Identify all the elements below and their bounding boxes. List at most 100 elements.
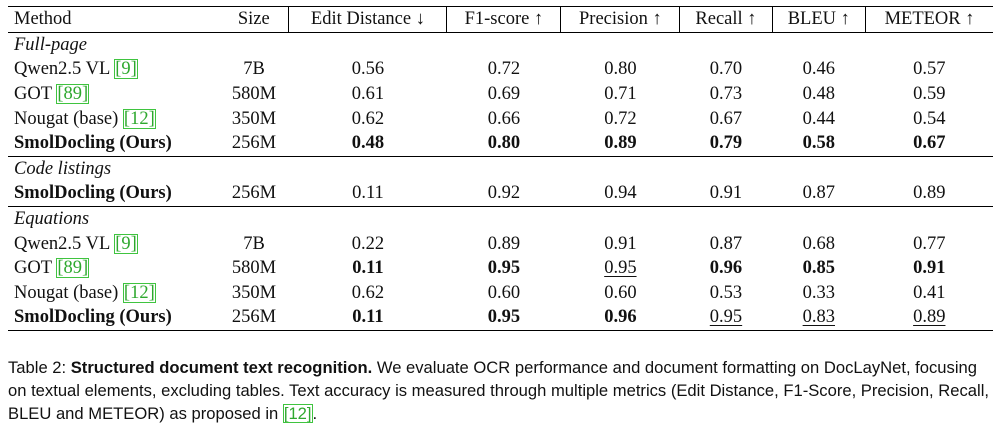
size-cell: 350M: [231, 282, 277, 303]
meteor-value: 0.54: [913, 108, 946, 129]
recall-value: 0.96: [709, 258, 743, 279]
column-header-bleu: BLEU ↑: [771, 6, 866, 33]
method-name: Qwen2.5 VL: [14, 233, 110, 254]
f1-score-value: 0.95: [487, 258, 521, 279]
edit-distance-value: 0.11: [352, 307, 384, 328]
recall-value: 0.70: [709, 59, 743, 80]
section-label: Full-page: [14, 34, 87, 55]
recall-value: 0.67: [709, 108, 743, 129]
caption-prefix: Table 2:: [8, 358, 71, 377]
precision-value: 0.80: [604, 59, 637, 80]
method-cell: Qwen2.5 VL [9]: [8, 57, 219, 82]
edit-distance-value: 0.22: [351, 233, 385, 254]
caption-lead: Structured document text recognition.: [70, 358, 373, 377]
f1-score-value: 0.92: [487, 183, 521, 204]
f1-score-value: 0.66: [487, 108, 521, 129]
method-name: SmolDocling (Ours): [14, 307, 172, 328]
section-label: Equations: [14, 209, 90, 230]
edit-distance-value: 0.11: [352, 258, 384, 279]
f1-score-value: 0.72: [487, 59, 521, 80]
method-cell: Qwen2.5 VL [9]: [8, 231, 219, 256]
method-cell: GOT [89]: [8, 256, 219, 281]
table-row: GOT [89] 580M 0.61 0.69 0.71 0.73 0.48 0.59: [8, 82, 993, 107]
column-header-edit-distance: Edit Distance ↓: [288, 6, 447, 33]
table-row: Qwen2.5 VL [9] 7B 0.56 0.72 0.80 0.70 0.46 0.57: [8, 57, 993, 82]
citation-link[interactable]: [12]: [122, 282, 156, 303]
bleu-value: 0.85: [802, 258, 835, 279]
edit-distance-value: 0.62: [351, 282, 385, 303]
edit-distance-value: 0.48: [351, 133, 385, 154]
section-label-row: Equations: [8, 206, 993, 231]
table-row: SmolDocling (Ours) 256M 0.11 0.95 0.96 0.95 0.…: [8, 305, 993, 331]
size-cell: 256M: [231, 133, 277, 154]
meteor-value: 0.77: [913, 233, 946, 254]
section-label-row: Full-page: [8, 32, 993, 57]
method-name: Qwen2.5 VL: [14, 59, 110, 80]
method-name: Nougat (base): [14, 282, 119, 303]
table-header: Method Size Edit Distance ↓ F1-score ↑ Preci…: [8, 6, 993, 33]
method-name: SmolDocling (Ours): [14, 183, 172, 204]
table-row: Qwen2.5 VL [9] 7B 0.22 0.89 0.91 0.87 0.68 0.77: [8, 231, 993, 256]
method-name: GOT: [14, 258, 52, 279]
column-header-method: Method: [14, 9, 72, 30]
method-cell: SmolDocling (Ours): [8, 181, 219, 206]
caption-end: .: [312, 404, 318, 423]
meteor-value: 0.57: [913, 59, 946, 80]
bleu-value: 0.33: [802, 282, 835, 303]
table-row: GOT [89] 580M 0.11 0.95 0.95 0.96 0.85 0.91: [8, 256, 993, 281]
section-label: Code listings: [14, 158, 112, 179]
bleu-value: 0.83: [802, 307, 835, 328]
citation-link[interactable]: [9]: [114, 59, 138, 80]
method-name: Nougat (base): [14, 108, 119, 129]
method-name: GOT: [14, 84, 52, 105]
section-code-listings: Code listings SmolDocling (Ours) 256M 0.11 0…: [8, 156, 993, 206]
column-header-recall: Recall ↑: [679, 6, 773, 33]
precision-value: 0.89: [604, 133, 637, 154]
meteor-value: 0.41: [913, 282, 946, 303]
bleu-value: 0.46: [802, 59, 835, 80]
precision-value: 0.60: [604, 282, 637, 303]
meteor-value: 0.59: [913, 84, 946, 105]
bleu-value: 0.58: [802, 133, 835, 154]
precision-value: 0.71: [604, 84, 637, 105]
citation-link[interactable]: [12]: [122, 108, 156, 129]
size-cell: 580M: [231, 84, 277, 105]
meteor-value: 0.67: [913, 133, 946, 154]
column-header-f1-score: F1-score ↑: [446, 6, 561, 33]
f1-score-value: 0.80: [487, 133, 521, 154]
precision-value: 0.72: [604, 108, 637, 129]
table-caption: Table 2: Structured document text recogn…: [8, 356, 993, 425]
size-cell: 256M: [231, 307, 277, 328]
edit-distance-value: 0.11: [352, 183, 384, 204]
size-cell: 256M: [231, 183, 277, 204]
f1-score-value: 0.95: [487, 307, 521, 328]
caption-citation-link[interactable]: [12]: [282, 404, 313, 423]
meteor-value: 0.91: [913, 258, 946, 279]
size-cell: 350M: [231, 108, 277, 129]
precision-value: 0.96: [604, 307, 637, 328]
method-cell: SmolDocling (Ours): [8, 305, 219, 330]
section-full-page: Full-page Qwen2.5 VL [9] 7B 0.56 0.72 0.80 0.7…: [8, 32, 993, 156]
precision-value: 0.94: [604, 183, 637, 204]
bleu-value: 0.87: [802, 183, 835, 204]
edit-distance-value: 0.61: [351, 84, 385, 105]
precision-value: 0.91: [604, 233, 637, 254]
recall-value: 0.53: [709, 282, 743, 303]
meteor-value: 0.89: [913, 183, 946, 204]
bleu-value: 0.68: [802, 233, 835, 254]
method-cell: Nougat (base) [12]: [8, 106, 219, 131]
recall-value: 0.95: [709, 307, 743, 328]
table-row: SmolDocling (Ours) 256M 0.48 0.80 0.89 0.79 0.…: [8, 131, 993, 156]
method-cell: GOT [89]: [8, 82, 219, 107]
edit-distance-value: 0.62: [351, 108, 385, 129]
citation-link[interactable]: [89]: [56, 258, 90, 279]
citation-link[interactable]: [89]: [56, 84, 90, 105]
results-table: Method Size Edit Distance ↓ F1-score ↑ Preci…: [8, 6, 993, 331]
recall-value: 0.73: [709, 84, 743, 105]
section-label-row: Code listings: [8, 156, 993, 181]
citation-link[interactable]: [9]: [114, 233, 138, 254]
f1-score-value: 0.60: [487, 282, 521, 303]
recall-value: 0.91: [709, 183, 743, 204]
size-cell: 7B: [243, 59, 265, 80]
section-equations: Equations Qwen2.5 VL [9] 7B 0.22 0.89 0.91 0.8…: [8, 206, 993, 331]
